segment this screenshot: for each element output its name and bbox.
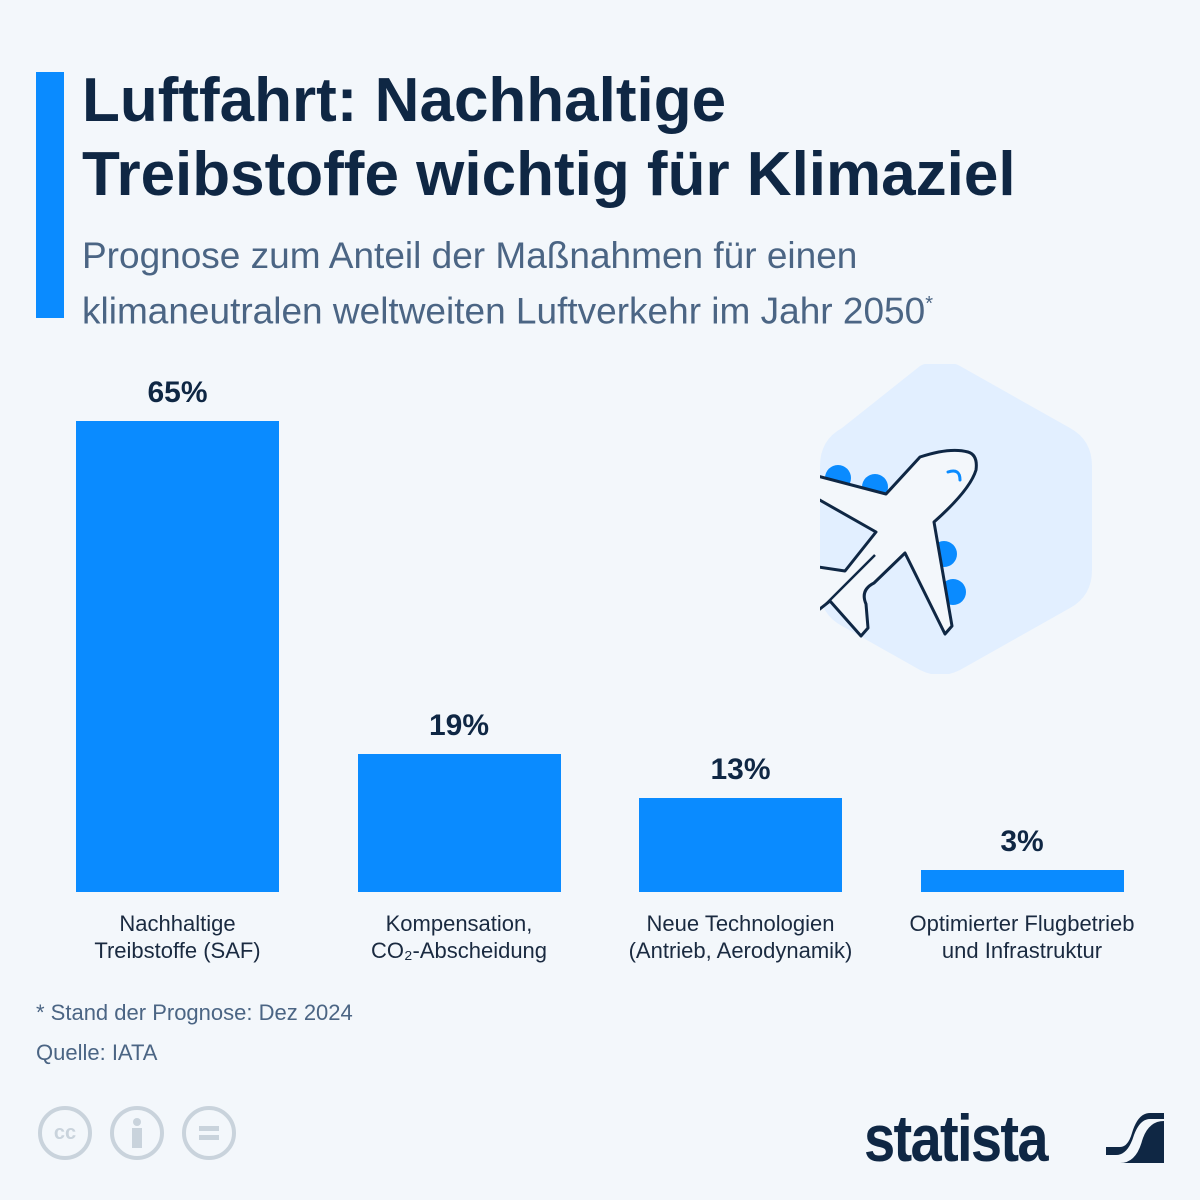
category-label: Neue Technologien (Antrieb, Aerodynamik) — [628, 911, 853, 963]
category-label: Nachhaltige Treibstoffe (SAF) — [94, 911, 261, 963]
data-label: 3% — [1000, 825, 1044, 859]
airplane-icon — [820, 364, 1092, 674]
cc-icon[interactable]: cc — [38, 1106, 92, 1160]
category-label: Optimierter Flugbetrieb und Infrastruktur — [909, 911, 1135, 963]
data-label: 65% — [147, 376, 208, 409]
data-label: 19% — [428, 709, 490, 743]
nd-icon[interactable] — [182, 1106, 236, 1160]
bar — [920, 870, 1124, 892]
title-accent-bar — [36, 72, 64, 318]
category-label: Kompensation, CO₂-Abscheidung — [370, 911, 548, 963]
page-title: Luftfahrt: Nachhaltige Treibstoffe wichti… — [82, 66, 1016, 209]
bar — [639, 797, 842, 892]
statista-logo-icon — [1106, 1105, 1164, 1163]
bar — [76, 421, 279, 892]
footnote: * Stand der Prognose: Dez 2024 — [36, 1000, 353, 1025]
data-label: 13% — [710, 752, 771, 786]
subtitle: Prognose zum Anteil der Maßnahmen für ei… — [82, 235, 933, 332]
bar-chart: 65% Nachhaltige Treibstoffe (SAF) 19% Kompen… — [0, 360, 1200, 980]
statista-logo[interactable]: statista — [864, 1101, 1049, 1175]
bar — [357, 754, 561, 892]
by-icon[interactable] — [110, 1106, 164, 1160]
source: Quelle: IATA — [36, 1040, 158, 1065]
